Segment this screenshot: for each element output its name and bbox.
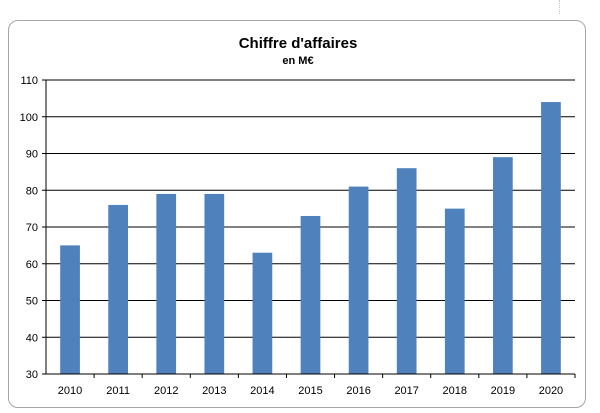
chart-subtitle: en M€ bbox=[282, 55, 313, 67]
bar-2017 bbox=[396, 168, 417, 374]
x-tick-label: 2017 bbox=[394, 385, 418, 397]
chart-frame bbox=[8, 20, 586, 408]
bar-2012 bbox=[156, 193, 177, 374]
bar-2015 bbox=[300, 215, 321, 374]
x-tick-labels: 2010 2011 2012 2013 2014 2015 2016 2017 2018 2019… bbox=[58, 385, 563, 397]
axes bbox=[45, 80, 575, 375]
chart-title: Chiffre d'affaires bbox=[239, 35, 358, 52]
y-tick-label: 90 bbox=[26, 149, 38, 161]
bar-2018 bbox=[444, 208, 465, 374]
bar-2016 bbox=[348, 186, 369, 374]
y-tick-labels: 30 40 50 60 70 80 90 100 110 bbox=[20, 75, 38, 381]
y-tick-label: 70 bbox=[26, 222, 38, 234]
x-tick-label: 2018 bbox=[443, 385, 467, 397]
bar-2011 bbox=[108, 204, 128, 374]
y-tick-label: 40 bbox=[26, 332, 38, 344]
y-tick-label: 110 bbox=[20, 75, 38, 87]
x-tick-label: 2015 bbox=[298, 385, 322, 397]
x-tick-label: 2011 bbox=[106, 385, 130, 397]
x-tick-label: 2016 bbox=[346, 385, 370, 397]
x-tick-label: 2012 bbox=[154, 385, 178, 397]
x-tick-label: 2013 bbox=[202, 385, 226, 397]
bar-2014 bbox=[252, 252, 273, 374]
y-tick-label: 30 bbox=[26, 369, 38, 381]
x-tick-label: 2014 bbox=[250, 385, 274, 397]
bars bbox=[60, 102, 561, 375]
y-tick-label: 100 bbox=[20, 112, 38, 124]
bar-2019 bbox=[493, 157, 513, 374]
x-tick-label: 2010 bbox=[58, 385, 82, 397]
y-tick-label: 50 bbox=[26, 296, 38, 308]
y-tick-label: 80 bbox=[26, 185, 38, 197]
bar-2020 bbox=[541, 102, 561, 375]
decorative-divider bbox=[559, 0, 560, 14]
x-tick-label: 2020 bbox=[539, 385, 563, 397]
bar-2013 bbox=[204, 193, 225, 374]
bar-2010 bbox=[60, 245, 80, 374]
y-tick-label: 60 bbox=[26, 259, 38, 271]
x-tick-label: 2019 bbox=[491, 385, 515, 397]
